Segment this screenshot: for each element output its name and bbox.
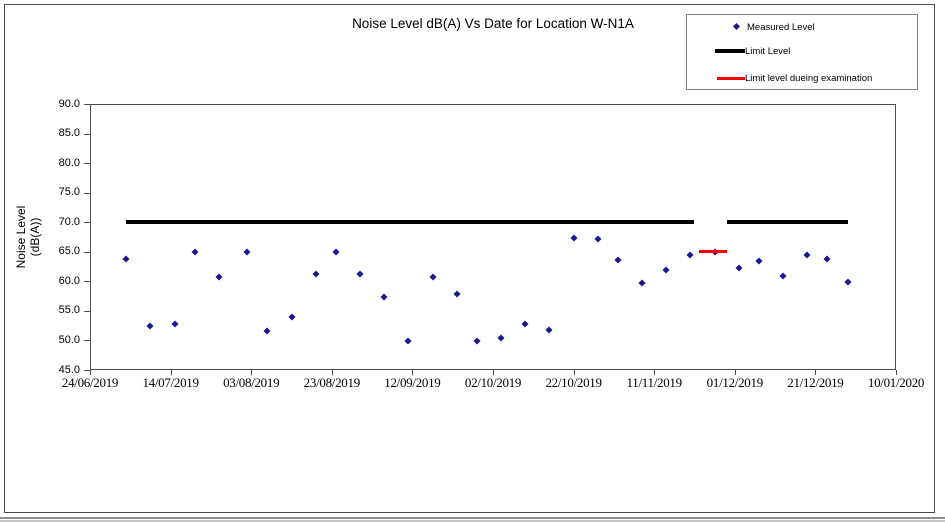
x-axis-tick	[734, 370, 736, 375]
bottom-gridline-dark	[0, 517, 945, 519]
y-axis-tick-label: 45.0	[58, 363, 80, 376]
limit-level-line-icon	[715, 49, 745, 53]
legend: Measured Level Limit Level Limit level d…	[686, 14, 918, 90]
y-axis-tick-label: 80.0	[58, 156, 80, 169]
y-axis-tick	[84, 310, 90, 312]
limit-level-line-segment	[726, 220, 848, 225]
x-axis-tick	[251, 370, 253, 375]
x-axis-tick	[90, 370, 91, 375]
legend-item-limit-level: Limit Level	[687, 45, 917, 57]
y-axis-tick	[84, 133, 90, 135]
x-axis-tick	[815, 370, 817, 375]
legend-label-exam-limit: Limit level dueing examination	[745, 73, 873, 84]
y-axis-tick-label: 55.0	[58, 304, 80, 317]
y-axis-tick	[84, 370, 90, 371]
plot-area	[90, 104, 896, 370]
y-axis-tick	[84, 104, 90, 105]
x-axis-tick-label: 12/09/2019	[384, 375, 441, 390]
y-axis-tick-label: 90.0	[58, 97, 80, 110]
exam-limit-line-segment	[698, 250, 727, 254]
y-axis-tick-label: 85.0	[58, 127, 80, 140]
y-axis-tick-label: 70.0	[58, 215, 80, 228]
legend-label-limit-level: Limit Level	[745, 46, 791, 57]
exam-limit-line-icon	[717, 76, 745, 80]
y-axis-tick-label: 50.0	[58, 333, 80, 346]
legend-item-measured-level: Measured Level	[687, 21, 917, 33]
y-axis-tick-label: 65.0	[58, 245, 80, 258]
measured-level-diamond-icon	[732, 22, 741, 31]
legend-item-exam-limit: Limit level dueing examination	[687, 72, 917, 84]
x-axis-tick	[493, 370, 494, 375]
bottom-gridline-light	[0, 520, 945, 522]
y-axis-title: Noise Level (dB(A))	[14, 175, 42, 299]
x-axis-tick-label: 02/10/2019	[464, 375, 522, 390]
y-axis-title-line2: (dB(A))	[28, 217, 42, 257]
x-axis-tick-label: 10/01/2020	[867, 375, 925, 390]
chart-title: Noise Level dB(A) Vs Date for Location W…	[352, 16, 634, 31]
y-axis-tick	[84, 222, 90, 224]
x-axis-tick-label: 01/12/2019	[706, 375, 764, 390]
x-axis-tick-label: 21/12/2019	[787, 375, 844, 390]
x-axis-tick	[896, 370, 897, 375]
y-axis-tick	[84, 163, 90, 165]
x-axis-tick	[170, 370, 172, 375]
y-axis-tick-label: 60.0	[58, 274, 80, 287]
y-axis-title-line1: Noise Level	[14, 205, 28, 269]
limit-level-line-segment	[126, 220, 695, 225]
y-axis-tick	[84, 251, 90, 253]
x-axis-tick	[412, 370, 414, 375]
x-axis-tick-label: 11/11/2019	[626, 375, 683, 390]
legend-label-measured-level: Measured Level	[747, 22, 815, 33]
x-axis-tick	[573, 370, 575, 375]
x-axis-tick-label: 24/06/2019	[61, 375, 119, 390]
x-axis-tick	[654, 370, 656, 375]
x-axis-tick-label: 23/08/2019	[303, 375, 361, 390]
x-axis-tick-label: 03/08/2019	[223, 375, 280, 390]
x-axis-tick-label: 14/07/2019	[142, 375, 199, 390]
x-axis-tick	[331, 370, 333, 375]
y-axis-tick-label: 75.0	[58, 186, 80, 199]
x-axis-tick-label: 22/10/2019	[545, 375, 602, 390]
y-axis-tick	[84, 281, 90, 283]
y-axis-tick	[84, 340, 90, 342]
y-axis-tick	[84, 192, 90, 194]
